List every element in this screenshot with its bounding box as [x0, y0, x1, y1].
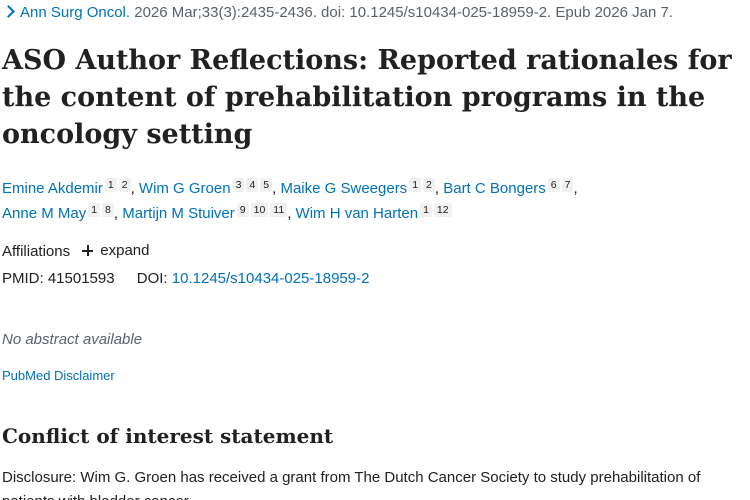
affiliation-number[interactable]: 8 [102, 203, 114, 217]
expand-label: expand [100, 242, 150, 259]
author-link[interactable]: Martijn M Stuiver [122, 205, 235, 222]
conflict-of-interest-heading: Conflict of interest statement [2, 424, 334, 448]
author-item: Anne M May 1 8 [2, 203, 114, 222]
author-item: Bart C Bongers 6 7 [443, 178, 574, 197]
pmid-value: 41501593 [47, 270, 115, 287]
no-abstract-notice: No abstract available [2, 331, 143, 348]
citation-details: 2026 Mar;33(3):2435-2436. doi: 10.1245/s… [134, 4, 673, 21]
affiliation-number[interactable]: 5 [260, 178, 273, 192]
author-item: Emine Akdemir 1 2 [2, 178, 131, 197]
author-link[interactable]: Wim H van Harten [295, 205, 419, 222]
affiliations-row: Affiliations expand [2, 242, 149, 260]
affiliation-number[interactable]: 1 [104, 178, 117, 192]
authors-list: Emine Akdemir 1 2, Wim G Groen 3 4 5, Maike G… [2, 178, 578, 222]
author-item: Martijn M Stuiver 9 10 11 [122, 203, 288, 222]
affiliation-number[interactable]: 1 [409, 178, 422, 192]
author-link[interactable]: Bart C Bongers [443, 180, 546, 197]
conflict-of-interest-text: Disclosure: Wim G. Groen has received a … [2, 469, 701, 500]
affiliation-number[interactable]: 3 [232, 178, 245, 192]
author-link[interactable]: Wim G Groen [138, 180, 231, 197]
affiliation-number[interactable]: 7 [561, 178, 574, 192]
author-item: Wim G Groen 3 4 5 [138, 178, 273, 197]
affiliation-number[interactable]: 4 [246, 178, 259, 192]
affiliation-number[interactable]: 1 [420, 203, 432, 217]
affiliation-number[interactable]: 2 [423, 178, 435, 192]
chevron-right-icon [2, 5, 15, 18]
plus-icon [82, 245, 94, 256]
article-title: ASO Author Reflections: Reported rationa… [2, 45, 732, 150]
pubmed-disclaimer-link[interactable]: PubMed Disclaimer [2, 368, 115, 383]
citation-line: Ann Surg Oncol. 2026 Mar;33(3):2435-2436… [2, 4, 673, 21]
affiliation-number[interactable]: 1 [88, 203, 101, 217]
doi-link[interactable]: 10.1245/s10434-025-18959-2 [171, 270, 370, 287]
affiliation-number[interactable]: 10 [250, 203, 269, 217]
doi-label: DOI: [136, 270, 168, 287]
identifiers-row: PMID: 41501593 DOI: 10.1245/s10434-025-1… [2, 270, 369, 287]
affiliation-number[interactable]: 2 [118, 178, 131, 192]
author-link[interactable]: Maike G Sweegers [280, 180, 408, 197]
expand-affiliations-button[interactable]: expand [82, 242, 149, 259]
affiliation-number[interactable]: 6 [547, 178, 560, 192]
author-link[interactable]: Emine Akdemir [2, 180, 103, 197]
affiliation-number[interactable]: 12 [433, 203, 452, 217]
author-item: Wim H van Harten 1 12 [295, 203, 452, 222]
affiliation-number[interactable]: 11 [270, 203, 288, 217]
journal-link[interactable]: Ann Surg Oncol. [20, 4, 131, 21]
pmid-label: PMID: [2, 270, 44, 287]
affiliation-number[interactable]: 9 [236, 203, 249, 217]
author-item: Maike G Sweegers 1 2 [280, 178, 435, 197]
author-link[interactable]: Anne M May [2, 205, 87, 222]
affiliations-label: Affiliations [2, 243, 71, 260]
